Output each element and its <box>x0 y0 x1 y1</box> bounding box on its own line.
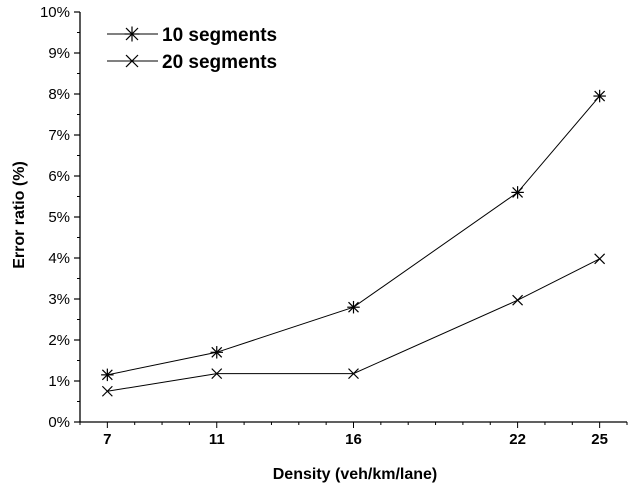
y-tick-label: 6% <box>48 168 70 185</box>
data-point <box>511 186 524 199</box>
x-axis-title: Density (veh/km/lane) <box>273 466 438 483</box>
x-tick-label: 7 <box>103 431 111 448</box>
x-tick-label: 22 <box>509 431 526 448</box>
data-point <box>347 300 360 314</box>
series-layer <box>101 89 606 397</box>
data-point <box>210 346 223 359</box>
y-tick-label: 2% <box>48 332 70 349</box>
data-point <box>211 368 223 380</box>
x-tick-label: 16 <box>345 431 362 448</box>
series-line <box>107 95 601 376</box>
x-tick-label: 11 <box>209 431 225 448</box>
legend-item: 20 segments <box>107 52 277 73</box>
y-tick-label: 4% <box>48 250 70 267</box>
y-tick-label: 8% <box>48 86 70 103</box>
data-point <box>594 253 606 265</box>
data-point <box>512 294 524 306</box>
legend-label: 20 segments <box>162 52 277 73</box>
data-point <box>101 385 113 397</box>
legend-label: 10 segments <box>162 25 277 46</box>
legend-marker <box>125 54 139 68</box>
y-tick-label: 9% <box>48 45 70 62</box>
x-tick-label: 25 <box>591 431 608 448</box>
series-2 <box>101 253 606 397</box>
y-tick-label: 0% <box>48 414 70 431</box>
data-point <box>593 89 606 103</box>
series-line <box>107 258 600 392</box>
legend: 10 segments 20 segments <box>107 25 277 73</box>
x-axis: 7 11 16 22 25 <box>79 422 628 448</box>
plot-frame <box>79 12 627 423</box>
y-axis-title: Error ratio (%) <box>11 161 28 269</box>
legend-item: 10 segments <box>107 25 277 46</box>
y-tick-label: 7% <box>48 127 70 144</box>
y-tick-label: 3% <box>48 291 70 308</box>
y-axis: 0% 1% 2% 3% 4% 5% 6% 7% 8% 9% 10% <box>40 4 80 431</box>
legend-marker <box>124 26 140 42</box>
y-tick-label: 10% <box>40 4 70 21</box>
y-tick-label: 1% <box>48 373 70 390</box>
data-point <box>348 368 359 380</box>
data-point <box>101 368 114 382</box>
series-1 <box>101 89 606 382</box>
y-tick-label: 5% <box>48 209 70 226</box>
